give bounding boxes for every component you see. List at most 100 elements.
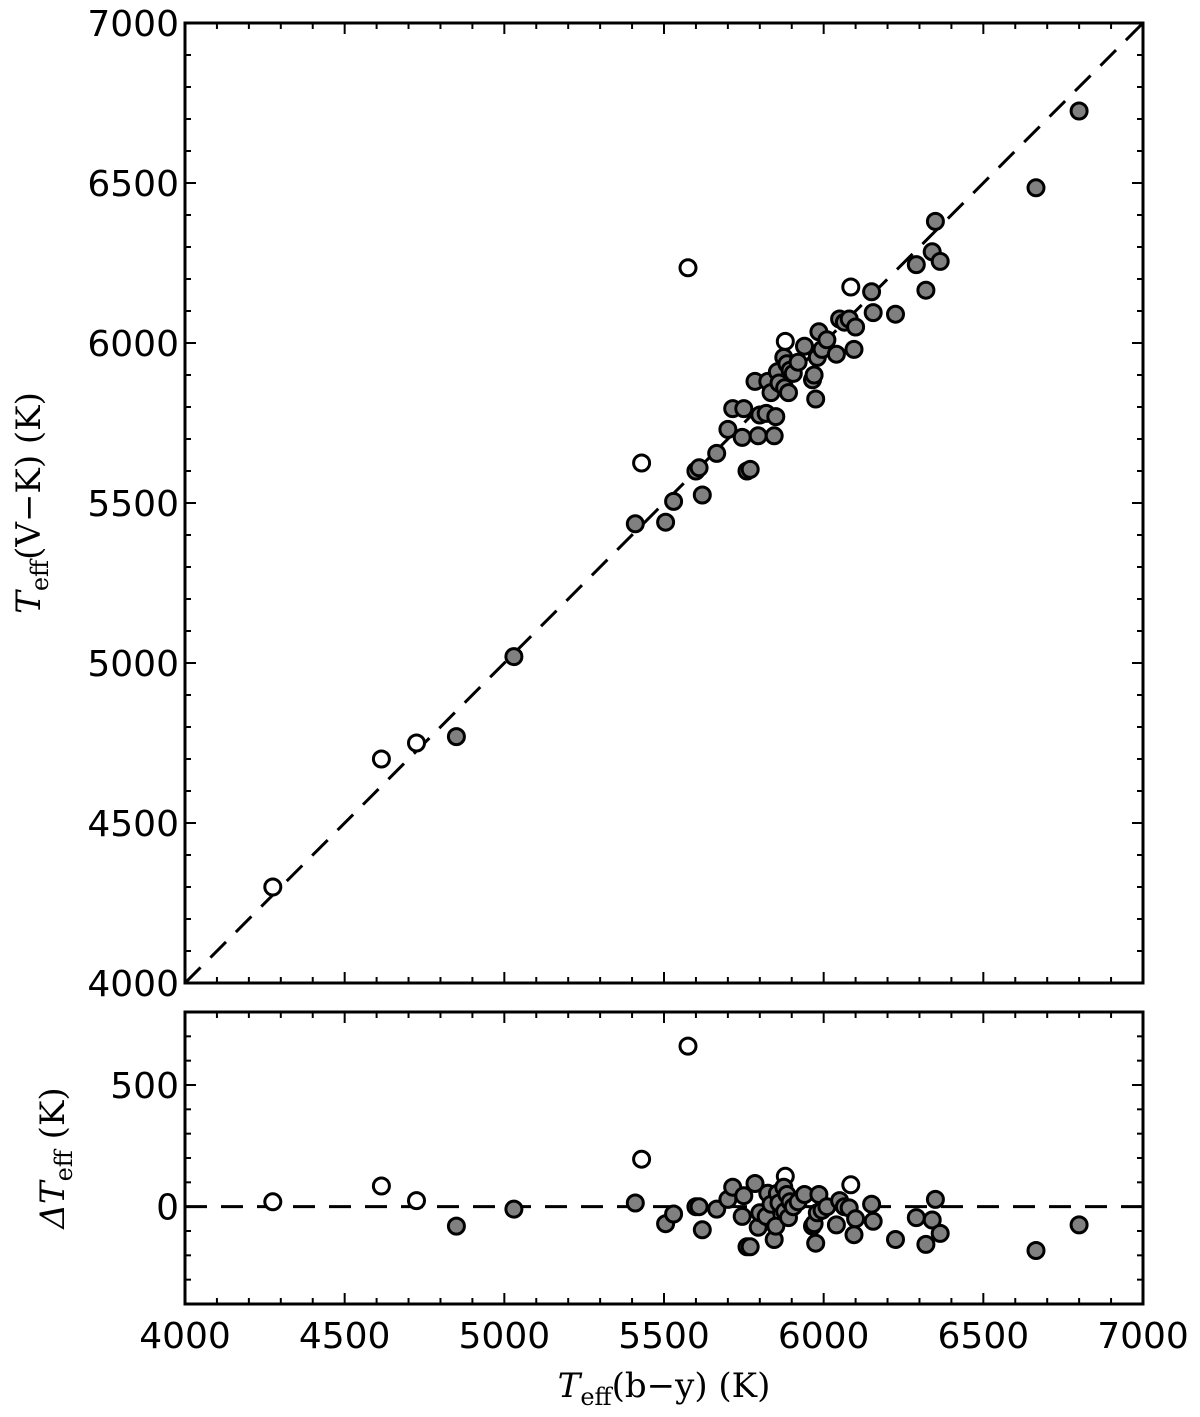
open-data-point bbox=[775, 331, 795, 351]
x-tick-label: 5000 bbox=[459, 1316, 551, 1357]
filled-data-point bbox=[817, 330, 837, 350]
filled-data-point bbox=[656, 512, 676, 532]
filled-data-point bbox=[446, 1216, 466, 1236]
filled-data-point bbox=[734, 399, 754, 419]
filled-data-point bbox=[925, 1189, 945, 1209]
filled-data-point bbox=[664, 491, 684, 511]
filled-data-point bbox=[886, 1230, 905, 1249]
y-tick-label: 7000 bbox=[87, 4, 179, 45]
filled-data-point bbox=[862, 1194, 882, 1214]
open-data-point bbox=[678, 258, 698, 278]
open-data-point bbox=[263, 1192, 283, 1212]
filled-data-point bbox=[806, 389, 826, 409]
bottom-plot-frame bbox=[183, 1010, 1145, 1306]
x-tick-label: 5500 bbox=[618, 1316, 710, 1357]
filled-data-point bbox=[922, 1210, 942, 1230]
filled-data-point bbox=[795, 336, 814, 356]
filled-data-point bbox=[625, 514, 645, 534]
y-tick-label: 6500 bbox=[87, 164, 179, 205]
x-axis-label: Teff(b−y) (K) bbox=[558, 1366, 771, 1411]
open-data-point bbox=[407, 1191, 426, 1211]
filled-data-point bbox=[732, 1206, 752, 1226]
bottom-points bbox=[263, 1036, 1089, 1260]
filled-data-point bbox=[925, 211, 945, 231]
filled-data-point bbox=[748, 426, 768, 446]
x-tick-labels: 4000 4500 5000 5500 6000 6500 7000 bbox=[139, 1316, 1189, 1357]
top-y-tick-labels: 4000 4500 5000 5500 6000 6500 7000 bbox=[87, 4, 179, 1005]
filled-data-point bbox=[826, 344, 846, 364]
x-tick-label: 4000 bbox=[139, 1316, 231, 1357]
filled-data-point bbox=[740, 1237, 760, 1257]
filled-data-point bbox=[862, 282, 882, 302]
top-panel: 4000 4500 5000 5500 6000 6500 7000 Teff(V−K) (… bbox=[9, 4, 1145, 1005]
filled-data-point bbox=[1069, 101, 1089, 121]
filled-data-point bbox=[906, 255, 926, 275]
open-data-point bbox=[841, 1175, 861, 1195]
filled-data-point bbox=[863, 303, 883, 323]
filled-data-point bbox=[930, 251, 950, 271]
bottom-y-tick-labels: 0 500 bbox=[110, 1066, 179, 1229]
filled-data-point bbox=[504, 647, 524, 667]
filled-data-point bbox=[886, 304, 905, 324]
y-tick-label: 500 bbox=[110, 1066, 179, 1107]
top-reference-line bbox=[185, 23, 1143, 983]
x-tick-label: 7000 bbox=[1097, 1316, 1189, 1357]
filled-data-point bbox=[689, 458, 709, 478]
filled-data-point bbox=[826, 1215, 846, 1235]
top-y-axis-label: Teff(V−K) (K) bbox=[9, 392, 54, 614]
filled-data-point bbox=[689, 1197, 709, 1217]
bottom-y-axis-label: ΔTeff (K) bbox=[33, 1087, 78, 1230]
open-data-point bbox=[371, 1176, 391, 1196]
filled-data-point bbox=[707, 443, 727, 463]
filled-data-point bbox=[692, 485, 712, 505]
y-tick-label: 6000 bbox=[87, 324, 179, 365]
filled-data-point bbox=[745, 1174, 765, 1193]
y-tick-label: 5000 bbox=[87, 644, 179, 685]
filled-data-point bbox=[1026, 178, 1046, 198]
filled-data-point bbox=[804, 365, 824, 385]
filled-data-point bbox=[846, 317, 866, 337]
open-data-point bbox=[632, 1149, 652, 1169]
filled-data-point bbox=[779, 383, 798, 403]
filled-data-point bbox=[446, 727, 466, 747]
filled-data-point bbox=[846, 1209, 866, 1229]
filled-data-point bbox=[844, 1225, 864, 1245]
open-data-point bbox=[841, 277, 861, 297]
filled-data-point bbox=[734, 1186, 754, 1206]
open-data-point bbox=[407, 733, 426, 753]
one-to-one-line bbox=[185, 23, 1143, 983]
open-data-point bbox=[371, 749, 391, 769]
filled-data-point bbox=[692, 1220, 712, 1240]
filled-data-point bbox=[625, 1193, 645, 1213]
y-tick-label: 5500 bbox=[87, 484, 179, 525]
filled-data-point bbox=[764, 426, 784, 446]
filled-data-point bbox=[916, 280, 936, 300]
filled-data-point bbox=[718, 419, 738, 439]
filled-data-point bbox=[732, 427, 752, 447]
filled-data-point bbox=[766, 1216, 786, 1236]
filled-data-point bbox=[1026, 1241, 1046, 1260]
filled-data-point bbox=[906, 1208, 926, 1228]
filled-data-point bbox=[788, 352, 808, 372]
y-tick-label: 0 bbox=[156, 1188, 179, 1229]
filled-data-point bbox=[806, 1233, 826, 1253]
open-data-point bbox=[678, 1036, 698, 1056]
top-points bbox=[263, 101, 1089, 897]
open-data-point bbox=[632, 453, 652, 473]
filled-data-point bbox=[504, 1199, 524, 1219]
bottom-ticks bbox=[184, 1011, 1144, 1305]
y-tick-label: 4000 bbox=[87, 964, 179, 1005]
x-tick-label: 6500 bbox=[938, 1316, 1030, 1357]
filled-data-point bbox=[740, 459, 760, 479]
x-tick-label: 4500 bbox=[299, 1316, 391, 1357]
open-data-point bbox=[263, 877, 283, 897]
filled-data-point bbox=[766, 407, 786, 427]
filled-data-point bbox=[930, 1223, 950, 1243]
filled-data-point bbox=[664, 1204, 684, 1224]
filled-data-point bbox=[1069, 1215, 1089, 1235]
bottom-panel: 0 500 4000 4500 5000 5500 6000 6500 7000 ΔTeff … bbox=[33, 1010, 1189, 1411]
filled-data-point bbox=[844, 339, 864, 359]
filled-data-point bbox=[916, 1234, 936, 1254]
filled-data-point bbox=[863, 1211, 883, 1231]
